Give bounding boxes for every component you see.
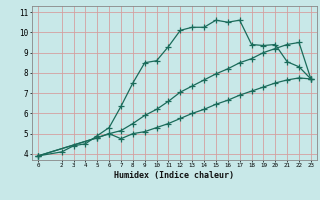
X-axis label: Humidex (Indice chaleur): Humidex (Indice chaleur) (115, 171, 234, 180)
